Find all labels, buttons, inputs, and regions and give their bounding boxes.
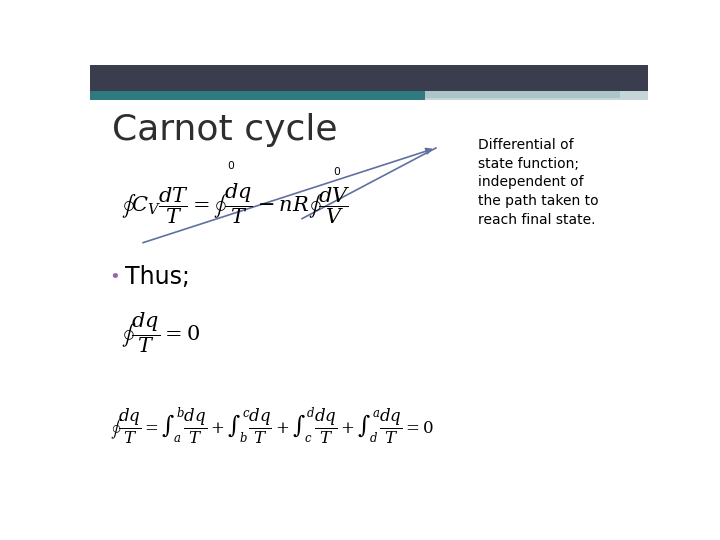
Bar xyxy=(90,65,648,91)
Bar xyxy=(90,91,648,100)
Text: •: • xyxy=(109,268,120,286)
Bar xyxy=(425,91,648,100)
Text: $\oint \dfrac{dq}{T} = 0$: $\oint \dfrac{dq}{T} = 0$ xyxy=(121,310,199,355)
Bar xyxy=(425,91,620,98)
Text: Differential of
state function;
independent of
the path taken to
reach final sta: Differential of state function; independ… xyxy=(478,138,598,227)
Text: Thus;: Thus; xyxy=(125,265,189,289)
Text: $\oint C_V \dfrac{dT}{T} = \oint \dfrac{dq}{T} - nR\oint \dfrac{dV}{V}$: $\oint C_V \dfrac{dT}{T} = \oint \dfrac{… xyxy=(121,182,351,226)
Text: $^0$: $^0$ xyxy=(333,168,341,183)
Text: $\oint \dfrac{dq}{T} = \int_a^b \dfrac{dq}{T} + \int_b^c \dfrac{dq}{T} + \int_c^: $\oint \dfrac{dq}{T} = \int_a^b \dfrac{d… xyxy=(109,407,434,447)
Text: Carnot cycle: Carnot cycle xyxy=(112,113,338,147)
Text: $^0$: $^0$ xyxy=(227,162,235,177)
